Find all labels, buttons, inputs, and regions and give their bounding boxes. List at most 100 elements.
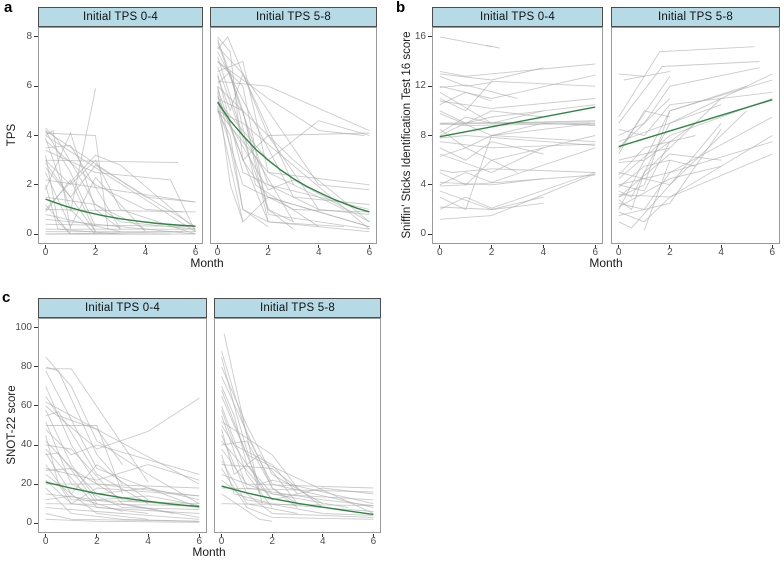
x-tick-mark [217,245,219,248]
trajectory-line [45,172,146,233]
trajectory-line [439,84,518,99]
y-tick-label: 100 [15,321,32,333]
x-tick-mark [271,534,273,537]
facet-strip: Initial TPS 5-8 [214,298,381,318]
trajectory-line [217,95,370,233]
y-tick-label: 6 [26,80,32,92]
trajectory-line [439,202,544,210]
trajectory-line [45,159,196,235]
y-tick-label: 0 [26,517,32,529]
x-tick-mark [198,534,200,537]
trajectory-line [217,51,370,205]
x-tick-mark [318,245,320,248]
panel-border [214,318,381,533]
panel-border [611,27,780,244]
trajectory-line [45,179,96,232]
trend-line [217,101,370,213]
x-axis-label: Month [192,545,226,559]
trajectory-line [45,452,98,504]
trajectory-line [45,209,196,213]
trajectory-line [618,153,722,198]
x-tick-label: 4 [145,536,151,547]
y-tick-mark [428,85,432,87]
trajectory-line [217,36,370,136]
trajectory-line [45,395,123,465]
x-tick-mark [439,245,441,248]
y-tick-label: 0 [420,228,426,240]
x-tick-label: 0 [436,247,443,258]
trajectory-line [45,464,200,481]
trajectory-line [217,110,269,228]
x-tick-label: 2 [488,247,495,258]
trajectory-line [618,98,722,161]
trajectory-line [45,513,200,522]
y-tick-label: 8 [26,30,32,42]
x-tick-mark [720,245,722,248]
y-tick-mark [34,85,38,87]
trajectory-line [45,495,123,512]
trajectory-line [45,479,200,505]
trajectory-line [45,425,123,495]
trajectory-line [439,168,596,173]
trajectory-line [221,503,374,507]
y-tick-mark [34,36,38,38]
trajectory-line [439,80,596,112]
facet-strip: Initial TPS 0-4 [38,7,203,27]
trajectory-line [439,116,596,134]
y-tick-mark [34,184,38,186]
x-tick-label: 6 [769,247,776,258]
trajectory-line [45,448,200,514]
trajectory-line [45,503,200,507]
x-tick-label: 4 [142,247,149,258]
trajectory-line [217,103,370,223]
trajectory-line [439,75,492,87]
trajectory-line [618,67,760,136]
trajectory-line [45,140,184,213]
y-tick-mark [428,233,432,235]
trajectory-line [45,444,200,518]
x-tick-mark [95,245,96,248]
trajectory-line [221,473,374,501]
x-tick-label: 4 [540,247,547,258]
y-tick-label: 60 [20,399,32,411]
x-axis-label: Month [190,256,224,270]
trajectory-line [45,409,174,514]
trajectory-line [45,518,200,523]
trajectory-line [618,129,722,217]
x-tick-mark [542,245,544,248]
trajectory-line [439,178,544,186]
trend-line [439,106,596,138]
trajectory-line [439,67,544,81]
x-tick-label: 2 [265,247,271,258]
trajectory-line [45,397,200,450]
panel-letter-c: c [2,289,11,306]
trend-line [618,99,773,148]
x-tick-mark [771,245,773,248]
trajectory-line [217,80,370,132]
trajectory-line [439,98,596,109]
trajectory-line [439,91,492,106]
x-tick-label: 2 [92,247,99,258]
trajectory-line [217,70,320,228]
x-tick-label: 2 [94,536,100,547]
trajectory-line [45,132,109,230]
trajectory-line [618,110,748,229]
trajectory-line [486,45,500,49]
trajectory-line [439,63,596,77]
x-tick-mark [45,534,47,537]
y-tick-mark [34,405,38,407]
y-tick-mark [428,184,432,186]
trajectory-line [45,196,146,230]
trajectory-line [221,487,374,493]
trajectory-line [221,429,298,504]
y-tick-mark [34,327,38,329]
y-tick-mark [34,233,38,235]
x-tick-label: 0 [42,536,49,547]
trajectory-line [439,141,596,149]
y-tick-label: 2 [26,178,32,190]
trajectory-line [439,190,544,210]
trajectory-line [45,223,196,228]
x-tick-label: 4 [320,536,326,547]
x-tick-mark [322,534,324,537]
trajectory-line [618,141,773,211]
